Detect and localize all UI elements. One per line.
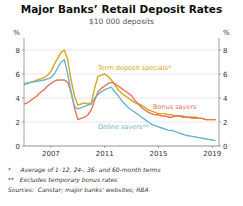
- title: Major Banks’ Retail Deposit Rates: [21, 3, 222, 15]
- y2-axis-label: %: [223, 29, 230, 37]
- y-tick: [22, 98, 24, 99]
- y-tick-label: 0: [16, 143, 20, 151]
- y2-tick: [219, 146, 221, 147]
- footnote: * Average of 1–12, 24-, 36- and 60-month…: [8, 166, 161, 174]
- y2-tick: [219, 74, 221, 75]
- y2-tick-label: 6: [223, 71, 228, 79]
- y2-tick: [219, 122, 221, 123]
- y-axis-label: %: [13, 29, 20, 37]
- x-tick-label: 2011: [96, 150, 114, 158]
- x-tick-label: 2019: [203, 150, 221, 158]
- chart: Major Banks’ Retail Deposit Rates $10 000…: [0, 0, 243, 206]
- x-tick: [50, 146, 51, 148]
- x-tick-label: 2007: [42, 150, 60, 158]
- series-label: Online savers**: [98, 123, 150, 131]
- y2-tick: [219, 98, 221, 99]
- y2-tick-label: 2: [223, 119, 227, 127]
- y-tick-label: 6: [16, 71, 21, 79]
- y-tick-label: 4: [16, 95, 21, 103]
- grid-line: [24, 146, 219, 147]
- y-tick-label: 2: [16, 119, 20, 127]
- x-axis-line: [24, 146, 219, 147]
- footnote: Sources: Canstar; major banks’ websites;…: [8, 186, 149, 194]
- y-axis-line: [24, 38, 25, 146]
- plot-area: [24, 50, 216, 141]
- grid-line: [24, 50, 219, 51]
- x-tick-label: 2015: [150, 150, 168, 158]
- subtitle: $10 000 deposits: [89, 17, 154, 26]
- series-label: Term deposit specials*: [97, 64, 172, 72]
- y-tick: [22, 146, 24, 147]
- y2-tick-label: 8: [223, 47, 227, 55]
- y-tick: [22, 50, 24, 51]
- y2-axis-line: [219, 38, 220, 146]
- y2-tick-label: 0: [223, 143, 227, 151]
- line: [24, 60, 216, 141]
- series-label: Bonus savers: [153, 103, 197, 111]
- y2-tick-label: 4: [223, 95, 228, 103]
- y2-tick: [219, 50, 221, 51]
- line: [24, 50, 216, 120]
- y-tick-label: 8: [16, 47, 20, 55]
- grid-line: [24, 98, 219, 99]
- y-tick: [22, 122, 24, 123]
- footnote: ** Excludes temporary bonus rates: [8, 176, 117, 184]
- x-tick: [212, 146, 213, 148]
- line: [24, 80, 216, 120]
- x-tick: [158, 146, 159, 148]
- y-tick: [22, 74, 24, 75]
- x-tick: [104, 146, 105, 148]
